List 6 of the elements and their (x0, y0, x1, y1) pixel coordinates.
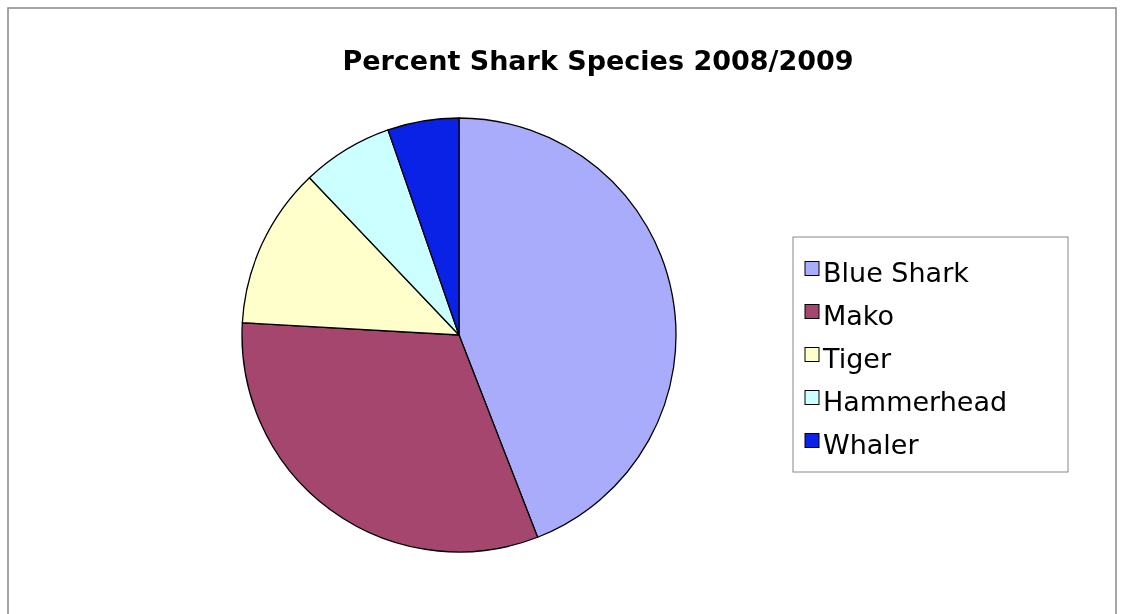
legend-label: Mako (823, 300, 895, 331)
legend-label: Tiger (822, 343, 892, 374)
legend-label: Blue Shark (823, 257, 970, 288)
legend-label: Whaler (823, 429, 920, 460)
legend-label: Hammerhead (823, 386, 1008, 417)
chart-title: Percent Shark Species 2008/2009 (342, 45, 854, 76)
